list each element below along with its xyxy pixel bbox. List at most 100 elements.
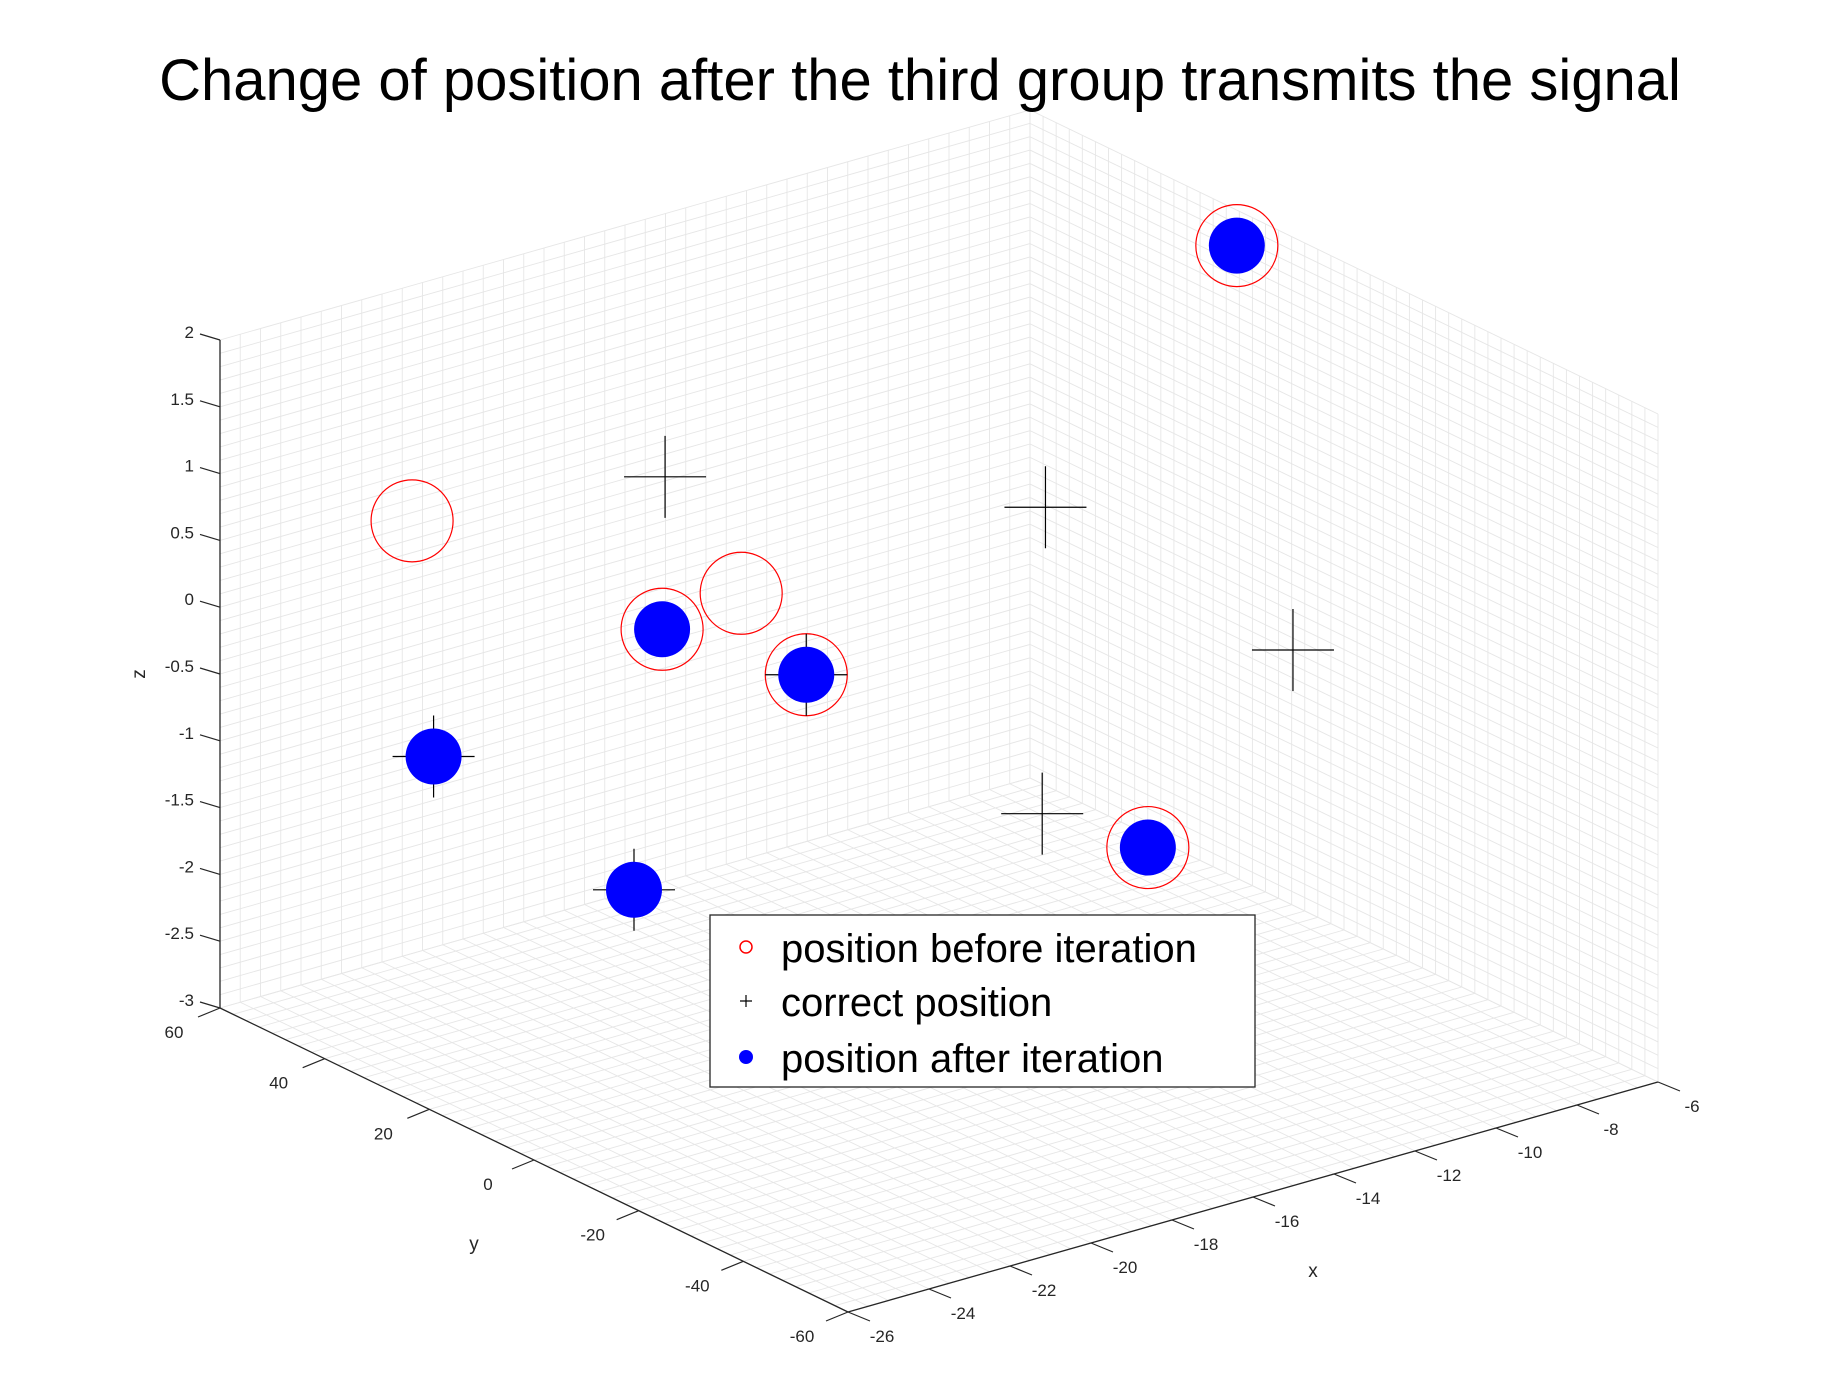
z-tick-mark: [199, 867, 221, 875]
x-axis-label: x: [1308, 1261, 1318, 1282]
legend-marker-before: [739, 940, 753, 954]
x-tick-mark: [1171, 1219, 1195, 1230]
grid-line-floor-y: [651, 986, 1462, 1218]
grid-line-wall-y-z: [219, 684, 1031, 915]
grid-line-wall-x-z: [1029, 376, 1659, 682]
grid-line-floor-y: [638, 980, 1449, 1212]
grid-line-wall-y-z: [219, 203, 1031, 434]
grid-line-wall-y-z: [219, 350, 1031, 581]
grid-line-wall-x-z: [1029, 269, 1659, 575]
grid-line-wall-y-z: [219, 243, 1031, 475]
marker-after-point: [1208, 217, 1265, 274]
grid-line-wall-y-z: [219, 456, 1031, 688]
grid-line-wall-y-z: [219, 483, 1031, 715]
grid-line-wall-y-z: [219, 416, 1031, 648]
grid-line-wall-x-z: [1029, 537, 1659, 842]
x-tick-label: -26: [870, 1327, 895, 1346]
grid-line-wall-y-z: [219, 390, 1031, 621]
z-tick-mark: [199, 934, 221, 942]
grid-line-wall-x-z: [1029, 710, 1659, 1016]
marker-before-point: [699, 551, 783, 635]
grid-line-wall-x-z: [1029, 483, 1659, 789]
grid-line-wall-y-z: [219, 724, 1031, 955]
grid-line-floor-y: [769, 1043, 1580, 1275]
z-tick-mark: [199, 801, 221, 809]
legend: position before iteration correct positi…: [709, 914, 1256, 1088]
x-tick-mark: [928, 1288, 952, 1299]
grid-line-wall-x-z: [1029, 724, 1659, 1029]
grid-line-wall-x-z: [1029, 523, 1659, 829]
grid-line-wall-y-z: [219, 376, 1031, 608]
grid-line-wall-y-z: [219, 510, 1031, 742]
grid-line-wall-x-z: [1029, 229, 1659, 535]
grid-line-wall-x-z: [1029, 216, 1659, 522]
z-tick-label: -3: [179, 991, 194, 1010]
grid-line-floor-y: [834, 1075, 1646, 1307]
marker-correct-point: [624, 435, 707, 518]
marker-correct-point: [1251, 608, 1334, 691]
grid-line-wall-y-z: [219, 189, 1031, 421]
legend-label-correct: correct position: [781, 981, 1052, 1025]
grid-line-wall-y-z: [219, 136, 1031, 368]
marker-after-point: [405, 728, 462, 785]
z-tick-label: -2: [179, 857, 194, 876]
y-tick-mark: [302, 1058, 325, 1069]
z-tick-label: 1: [185, 457, 194, 476]
z-tick-mark: [199, 1001, 221, 1009]
x-tick-label: -6: [1684, 1097, 1699, 1116]
grid-line-wall-y-z: [219, 603, 1031, 835]
marker-after-point: [605, 861, 662, 918]
y-tick-mark: [616, 1210, 639, 1221]
grid-line-wall-x-z: [1029, 176, 1659, 482]
x-tick-label: -12: [1437, 1166, 1462, 1185]
grid-line-wall-y-z: [219, 216, 1031, 448]
grid-line-floor-y: [821, 1068, 1632, 1300]
grid-line-wall-x-z: [1029, 309, 1659, 615]
grid-line-wall-y-z: [219, 537, 1031, 768]
grid-line-wall-x-z: [1029, 470, 1659, 776]
grid-line-wall-x-z: [1029, 256, 1659, 562]
grid-line-wall-x-z: [1029, 390, 1659, 695]
grid-line-floor-y: [259, 796, 1070, 1028]
grid-line-wall-x-z: [1029, 750, 1659, 1056]
grid-line-wall-x-z: [1029, 296, 1659, 602]
z-tick-mark: [199, 533, 221, 541]
marker-before-point: [1195, 204, 1279, 288]
x-tick-mark: [1090, 1242, 1114, 1253]
grid-line-wall-x-z: [1029, 697, 1659, 1003]
legend-label-after: position after iteration: [781, 1037, 1163, 1081]
grid-line-wall-x-z: [1029, 323, 1659, 629]
z-tick-label: 0.5: [170, 523, 194, 542]
grid-line-wall-x-z: [1029, 336, 1659, 642]
grid-line-wall-y-z: [219, 577, 1031, 809]
grid-line-wall-y-z: [219, 657, 1031, 889]
legend-label-before: position before iteration: [781, 927, 1197, 971]
y-tick-label: 0: [483, 1175, 492, 1194]
x-tick-mark: [1657, 1081, 1681, 1092]
grid-line-wall-y-z: [219, 710, 1031, 942]
grid-line-floor-y: [272, 802, 1083, 1034]
grid-line-wall-y-z: [219, 617, 1031, 849]
z-tick-label: -0.5: [165, 657, 194, 676]
x-tick-mark: [1252, 1196, 1276, 1207]
y-tick-label: -20: [580, 1226, 605, 1245]
grid-line-wall-y-z: [219, 229, 1031, 461]
grid-line-wall-y-z: [219, 109, 1031, 341]
grid-line-wall-y-z: [219, 149, 1031, 381]
marker-before-point: [370, 479, 454, 563]
x-tick-mark: [847, 1311, 871, 1322]
x-tick-label: -10: [1518, 1143, 1543, 1162]
marker-before-point: [620, 587, 704, 671]
grid-line-wall-y-z: [219, 122, 1031, 354]
grid-line-wall-y-z: [219, 176, 1031, 408]
y-tick-label: 20: [374, 1124, 393, 1143]
grid-line-wall-x-z: [1029, 670, 1659, 976]
y-tick-mark: [511, 1159, 535, 1170]
x-tick-label: -8: [1603, 1120, 1618, 1139]
grid-line-floor-y: [717, 1018, 1528, 1250]
grid-line-floor-y: [690, 1005, 1502, 1237]
grid-line-wall-y-z: [219, 563, 1031, 795]
z-tick-label: 0: [185, 590, 194, 609]
